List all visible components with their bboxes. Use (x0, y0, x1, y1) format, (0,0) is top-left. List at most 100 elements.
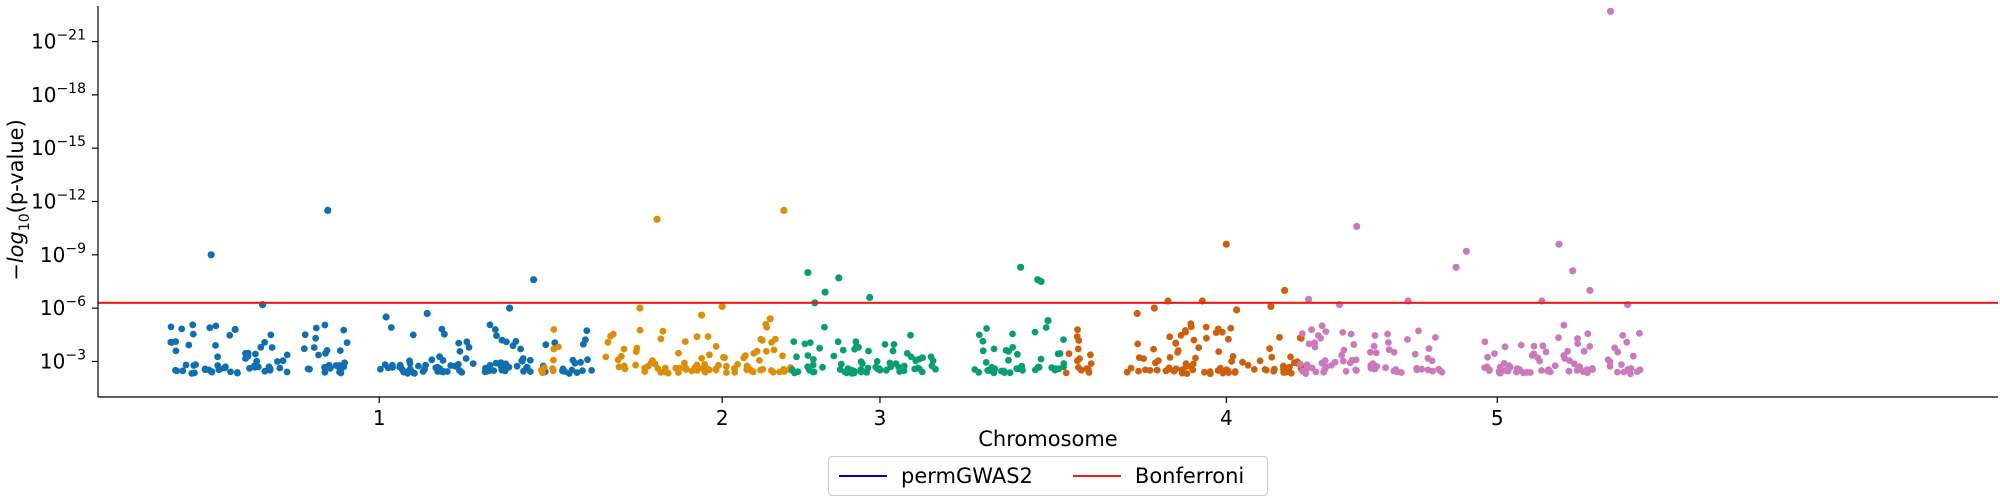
data-point-chr3 (876, 366, 884, 374)
data-point-chr5 (1372, 349, 1380, 357)
data-point-chr3 (809, 361, 817, 369)
data-point-chr4 (1074, 326, 1081, 334)
data-point-chr1 (579, 367, 586, 374)
data-point-chr1 (465, 343, 473, 351)
peak-point-chr1 (207, 251, 215, 259)
data-point-chr2 (731, 369, 739, 376)
data-point-chr1 (526, 356, 534, 364)
y-tick-label: 10−15 (31, 134, 86, 160)
data-point-chr1 (310, 344, 318, 351)
data-point-chr1 (519, 355, 527, 362)
data-point-chr2 (618, 352, 625, 360)
data-point-chr5 (1606, 362, 1614, 370)
data-point-chr2 (759, 365, 767, 373)
peak-point-chr2 (766, 315, 774, 323)
data-point-chr5 (1318, 359, 1326, 367)
data-point-chr4 (1153, 366, 1161, 374)
data-point-chr5 (1425, 345, 1433, 352)
data-point-chr3 (810, 356, 817, 363)
data-point-chr3 (881, 341, 889, 348)
data-point-chr3 (919, 354, 926, 362)
data-point-chr4 (1261, 366, 1269, 373)
data-point-chr1 (455, 339, 463, 347)
data-point-chr2 (636, 326, 644, 334)
data-point-chr2 (688, 367, 696, 375)
data-point-chr5 (1299, 367, 1306, 375)
data-point-chr5 (1340, 346, 1348, 354)
data-point-chr5 (1370, 342, 1378, 350)
data-point-chr3 (804, 363, 811, 371)
data-point-chr1 (304, 365, 312, 373)
data-point-chr3 (890, 341, 898, 348)
data-point-chr4 (1214, 367, 1222, 374)
data-point-chr4 (1206, 368, 1214, 376)
data-point-chr1 (267, 331, 275, 339)
x-axis-label: Chromosome (978, 427, 1117, 451)
peak-point-chr5 (1606, 7, 1615, 15)
data-point-chr5 (1321, 365, 1329, 373)
data-point-chr5 (1429, 367, 1436, 375)
data-point-chr1 (411, 369, 418, 377)
data-point-chr1 (447, 362, 455, 369)
data-point-chr1 (257, 343, 265, 351)
data-point-chr4 (1077, 366, 1085, 374)
data-point-chr1 (491, 326, 499, 333)
data-point-chr4 (1190, 336, 1198, 344)
data-point-chr3 (889, 347, 897, 355)
data-point-chr5 (1311, 339, 1318, 347)
data-point-chr5 (1528, 352, 1536, 359)
x-axis-ticks: 1 2 3 4 5 (373, 397, 1504, 430)
data-point-chr5 (1352, 356, 1360, 364)
data-point-chr2 (675, 349, 682, 357)
data-point-chr5 (1566, 357, 1573, 364)
data-point-chr2 (644, 362, 652, 370)
data-point-chr1 (421, 365, 428, 373)
data-point-chr4 (1268, 353, 1276, 361)
data-point-chr1 (189, 321, 197, 329)
data-point-chr1 (206, 324, 214, 332)
data-point-chr5 (1574, 335, 1581, 342)
data-point-chr2 (657, 335, 665, 343)
peak-point-chr4 (1222, 240, 1230, 248)
x-tick-label: 5 (1491, 406, 1504, 430)
data-point-chr3 (852, 338, 860, 345)
data-point-chr4 (1174, 347, 1182, 354)
data-point-chr5 (1538, 367, 1545, 374)
data-point-chr3 (790, 338, 798, 345)
peak-point-chr4 (1133, 309, 1141, 318)
data-point-chr5 (1623, 338, 1631, 346)
data-point-chr5 (1296, 360, 1304, 368)
data-point-chr3 (900, 362, 908, 370)
data-point-chr5 (1627, 370, 1634, 378)
legend-label-permgwas2: permGWAS2 (901, 464, 1033, 488)
peak-point-chr2 (780, 206, 788, 214)
data-point-chr2 (734, 360, 741, 368)
data-point-chr1 (502, 360, 510, 368)
data-point-chr1 (409, 331, 417, 339)
data-point-chr1 (201, 366, 209, 373)
data-point-chr3 (873, 358, 881, 365)
data-point-chr5 (1350, 341, 1358, 348)
data-point-chr1 (261, 367, 269, 375)
legend-line-bonferroni (1072, 475, 1121, 477)
data-point-chr2 (704, 333, 712, 340)
data-point-chr5 (1347, 330, 1355, 338)
data-point-chr1 (179, 367, 187, 375)
peak-point-chr3 (804, 269, 812, 277)
y-tick-label: 10−21 (31, 28, 86, 54)
data-point-chr4 (1228, 358, 1235, 365)
data-point-chr1 (252, 350, 259, 358)
data-point-chr3 (793, 353, 800, 361)
data-point-chr5 (1328, 362, 1335, 369)
data-point-chr5 (1308, 326, 1315, 334)
data-point-chr1 (266, 366, 274, 374)
y-axis-label: −log10(p-value) (4, 119, 33, 281)
data-point-chr4 (1152, 359, 1159, 367)
data-point-chr1 (185, 341, 193, 349)
data-point-chr4 (1225, 335, 1232, 343)
data-point-chr1 (337, 369, 345, 377)
data-point-chr1 (321, 368, 329, 376)
data-point-chr5 (1491, 350, 1498, 357)
data-point-chr4 (1231, 368, 1239, 375)
